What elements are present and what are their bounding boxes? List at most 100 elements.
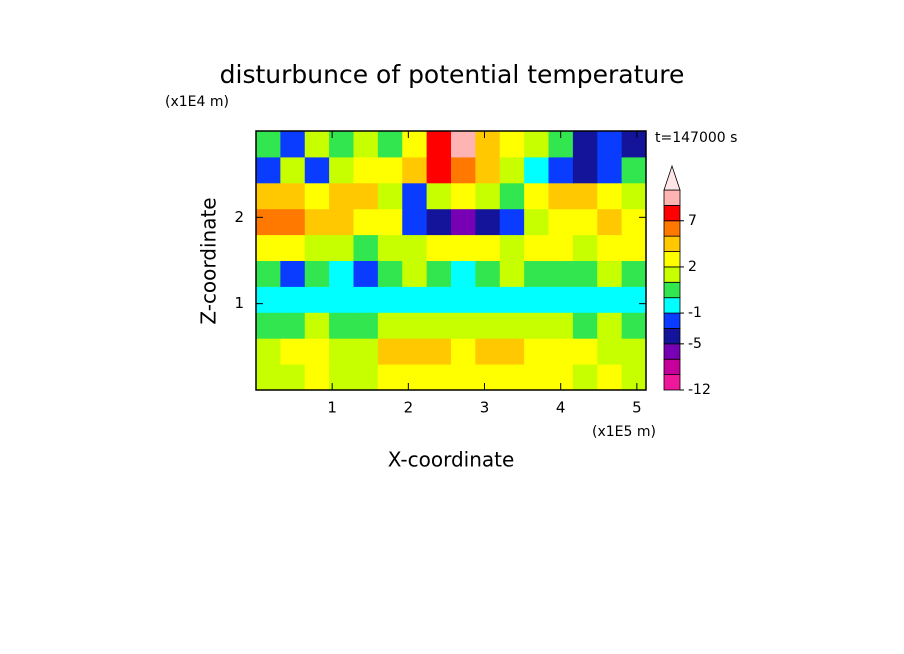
contour-cell <box>597 156 623 184</box>
contour-cell <box>524 208 549 236</box>
contour-cell <box>329 312 354 339</box>
contour-cell <box>451 260 476 287</box>
contour-cell <box>426 338 452 365</box>
contour-cell <box>499 208 525 236</box>
contour-cell <box>548 260 574 287</box>
contour-cell <box>621 234 647 261</box>
contour-cell <box>280 338 306 365</box>
contour-cell <box>426 156 452 184</box>
contour-cell <box>597 208 623 236</box>
contour-cell <box>621 260 647 287</box>
x-tick-label: 1 <box>327 399 337 417</box>
contour-cell <box>597 131 623 158</box>
contour-cell <box>572 364 598 391</box>
contour-cell <box>572 338 598 365</box>
y-unit: (x1E4 m) <box>165 94 229 110</box>
x-tick-label: 5 <box>632 399 642 417</box>
contour-cell <box>524 182 549 210</box>
x-tick-label: 3 <box>480 399 490 417</box>
contour-cell <box>402 234 428 261</box>
contour-cell <box>597 260 623 287</box>
contour-cell <box>499 234 525 261</box>
colorbar-extension <box>663 164 681 191</box>
contour-cell <box>402 260 428 287</box>
contour-cell <box>499 182 525 210</box>
colorbar-box <box>663 297 681 314</box>
colorbar-box <box>663 220 681 237</box>
contour-cell <box>329 286 354 313</box>
contour-cell <box>377 260 403 287</box>
colorbar-box <box>663 343 681 360</box>
colorbar-box <box>663 189 681 206</box>
contour-cell <box>304 156 330 184</box>
contour-cell <box>499 364 525 391</box>
contour-cell <box>597 338 623 365</box>
contour-cell <box>256 208 281 236</box>
contour-cell <box>329 156 354 184</box>
contour-cell <box>377 208 403 236</box>
contour-cell <box>280 182 306 210</box>
contour-cell <box>475 131 501 158</box>
contour-cell <box>256 286 281 313</box>
contour-cell <box>621 338 647 365</box>
contour-cell <box>597 182 623 210</box>
contour-cell <box>597 312 623 339</box>
contour-cell <box>621 208 647 236</box>
colorbar-box <box>663 328 681 345</box>
colorbar-box <box>663 358 681 376</box>
contour-cell <box>621 312 647 339</box>
contour-cell <box>572 156 598 184</box>
contour-cell <box>402 286 428 313</box>
contour-cell <box>402 156 428 184</box>
colorbar-tick-label: -12 <box>688 382 711 398</box>
contour-cell <box>353 260 379 287</box>
x-tick-label: 4 <box>556 399 566 417</box>
contour-cell <box>377 338 403 365</box>
contour-cell <box>475 260 501 287</box>
contour-cell <box>524 156 549 184</box>
contour-cell <box>451 312 476 339</box>
contour-cell <box>304 260 330 287</box>
contour-cell <box>548 182 574 210</box>
contour-cell <box>475 182 501 210</box>
contour-cell <box>256 260 281 287</box>
contour-cell <box>426 312 452 339</box>
contour-cell <box>524 260 549 287</box>
contour-cell <box>475 208 501 236</box>
contour-cell <box>304 312 330 339</box>
colorbar-tick-label: 7 <box>688 213 697 229</box>
contour-cell <box>304 234 330 261</box>
plot-frame <box>255 130 647 391</box>
contour-cell <box>377 364 403 391</box>
contour-cell <box>451 156 476 184</box>
contour-cell <box>402 208 428 236</box>
contour-cell <box>256 234 281 261</box>
contour-cell <box>402 312 428 339</box>
contour-cell <box>524 286 549 313</box>
contour-cell <box>499 286 525 313</box>
colorbar-box <box>663 374 681 391</box>
contour-cell <box>621 364 647 391</box>
contour-cell <box>377 156 403 184</box>
contour-cell <box>524 338 549 365</box>
contour-cell <box>451 208 476 236</box>
contour-cell <box>548 208 574 236</box>
contour-cell <box>377 312 403 339</box>
contour-cell <box>353 208 379 236</box>
contour-cell <box>329 260 354 287</box>
contour-cell <box>572 131 598 158</box>
contour-cell <box>621 156 647 184</box>
contour-cell <box>329 182 354 210</box>
colorbar-box <box>663 266 681 283</box>
x-tick-label: 2 <box>404 399 414 417</box>
contour-cell <box>524 234 549 261</box>
x-unit: (x1E5 m) <box>592 424 656 440</box>
chart-title: disturbunce of potential temperature <box>220 60 685 89</box>
contour-cell <box>475 364 501 391</box>
contour-cell <box>256 312 281 339</box>
contour-cell <box>621 286 647 313</box>
contour-cell <box>402 338 428 365</box>
y-axis-label: Z-coordinate <box>197 197 221 324</box>
contour-cell <box>524 131 549 158</box>
contour-cell <box>621 182 647 210</box>
